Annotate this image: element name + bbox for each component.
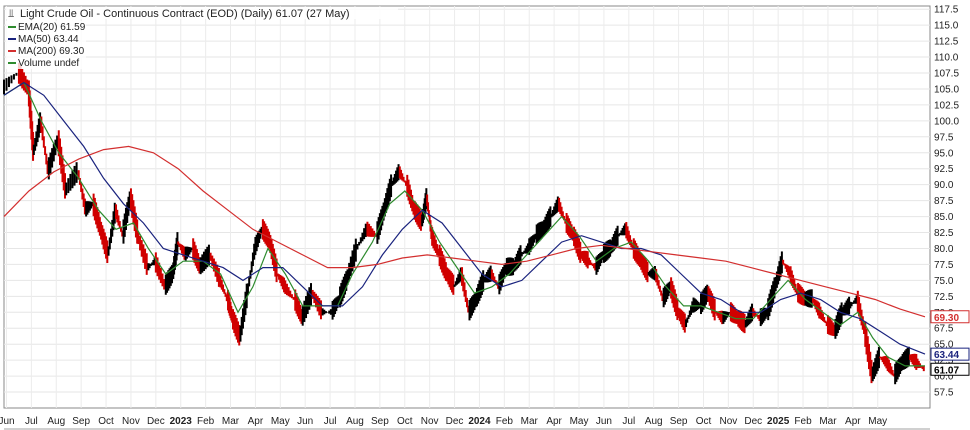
y-tick-label: 102.5 — [934, 100, 959, 111]
price-tag-label: 63.44 — [934, 350, 959, 361]
y-tick-label: 72.5 — [934, 292, 954, 303]
x-tick-label: Sep — [72, 416, 90, 427]
ma200-line — [3, 145, 926, 318]
x-tick-label: Feb — [197, 416, 215, 427]
x-tick-label: May — [271, 416, 290, 427]
y-tick-label: 82.5 — [934, 228, 954, 239]
y-tick-label: 87.5 — [934, 196, 954, 207]
x-tick-label: Aug — [47, 416, 65, 427]
x-tick-label: Jun — [596, 416, 612, 427]
y-tick-label: 92.5 — [934, 164, 954, 175]
price-tag: 69.30 — [930, 310, 970, 324]
y-tick-label: 117.5 — [934, 5, 959, 16]
y-tick-label: 57.5 — [934, 388, 954, 399]
x-tick-label: Mar — [819, 416, 837, 427]
x-tick-label: Mar — [222, 416, 240, 427]
x-tick-label: Jul — [324, 416, 337, 427]
y-tick-label: 75.0 — [934, 276, 954, 287]
x-tick-label: Nov — [719, 416, 737, 427]
price-tag-label: 69.30 — [934, 313, 959, 324]
y-tick-label: 62.5 — [934, 356, 954, 367]
y-tick-label: 80.0 — [934, 244, 954, 255]
y-tick-label: 100.0 — [934, 116, 959, 127]
y-tick-label: 60.0 — [934, 372, 954, 383]
x-tick-label: Aug — [645, 416, 663, 427]
legend-item: EMA(20) 61.59 — [6, 21, 86, 33]
y-tick-label: 65.0 — [934, 340, 954, 351]
x-tick-label: Apr — [248, 416, 264, 427]
legend-layer: ⫫ Light Crude Oil - Continuous Contract (… — [6, 7, 398, 69]
plot-frame — [3, 5, 931, 409]
x-tick-label: Dec — [446, 416, 464, 427]
y-tick-label: 115.0 — [934, 21, 959, 32]
x-tick-label: Apr — [845, 416, 861, 427]
ma50-line — [3, 81, 926, 355]
axis-layer: 57.560.062.565.067.570.072.575.077.580.0… — [0, 5, 970, 430]
x-tick-label: Oct — [98, 416, 114, 427]
price-tag-label: 61.07 — [934, 365, 959, 376]
y-tick-label: 105.0 — [934, 84, 959, 95]
x-tick-label: Feb — [794, 416, 812, 427]
x-tick-label: 2025 — [767, 416, 790, 427]
x-tick-label: 2023 — [170, 416, 193, 427]
x-tick-label: Nov — [421, 416, 439, 427]
x-tick-label: Oct — [696, 416, 712, 427]
x-tick-label: May — [570, 416, 589, 427]
y-tick-label: 95.0 — [934, 148, 954, 159]
legend-label: EMA(20) 61.59 — [18, 22, 86, 33]
legend-item: MA(50) 63.44 — [6, 33, 86, 45]
y-tick-label: 67.5 — [934, 324, 954, 335]
x-tick-label: Sep — [670, 416, 688, 427]
timeline-strip — [4, 428, 930, 430]
x-tick-label: Jun — [0, 416, 15, 427]
y-tick-label: 112.5 — [934, 37, 959, 48]
legend-label: Volume undef — [18, 58, 79, 69]
x-tick-label: Aug — [346, 416, 364, 427]
y-tick-label: 90.0 — [934, 180, 954, 191]
x-tick-label: Oct — [397, 416, 413, 427]
legend-label: MA(50) 63.44 — [18, 34, 79, 45]
x-tick-label: Jul — [25, 416, 38, 427]
y-tick-label: 110.0 — [934, 53, 959, 64]
chart-title: Light Crude Oil - Continuous Contract (E… — [20, 8, 350, 20]
y-tick-label: 107.5 — [934, 69, 959, 80]
price-tag: 61.07 — [930, 362, 970, 376]
x-tick-label: Jun — [297, 416, 313, 427]
legend-label: MA(200) 69.30 — [18, 46, 85, 57]
y-tick-label: 97.5 — [934, 132, 954, 143]
x-tick-label: Nov — [122, 416, 140, 427]
y-tick-label: 85.0 — [934, 212, 954, 223]
x-tick-label: Dec — [744, 416, 762, 427]
x-tick-label: Mar — [521, 416, 539, 427]
chart-title-group: ⫫ Light Crude Oil - Continuous Contract (… — [6, 7, 398, 20]
x-tick-label: 2024 — [468, 416, 491, 427]
series-layer — [3, 62, 926, 385]
legend-item: Volume undef — [6, 57, 86, 69]
x-tick-label: Jul — [622, 416, 635, 427]
chart-type-icon: ⫫ — [8, 8, 14, 20]
x-tick-label: Dec — [147, 416, 165, 427]
x-tick-label: Sep — [371, 416, 389, 427]
y-tick-label: 77.5 — [934, 260, 954, 271]
x-tick-label: Apr — [546, 416, 562, 427]
x-tick-label: May — [868, 416, 887, 427]
legend-item: MA(200) 69.30 — [6, 45, 86, 57]
x-tick-label: Feb — [496, 416, 514, 427]
ema20-line — [3, 81, 925, 367]
grid-layer — [3, 5, 931, 409]
price-tag: 63.44 — [930, 347, 970, 361]
